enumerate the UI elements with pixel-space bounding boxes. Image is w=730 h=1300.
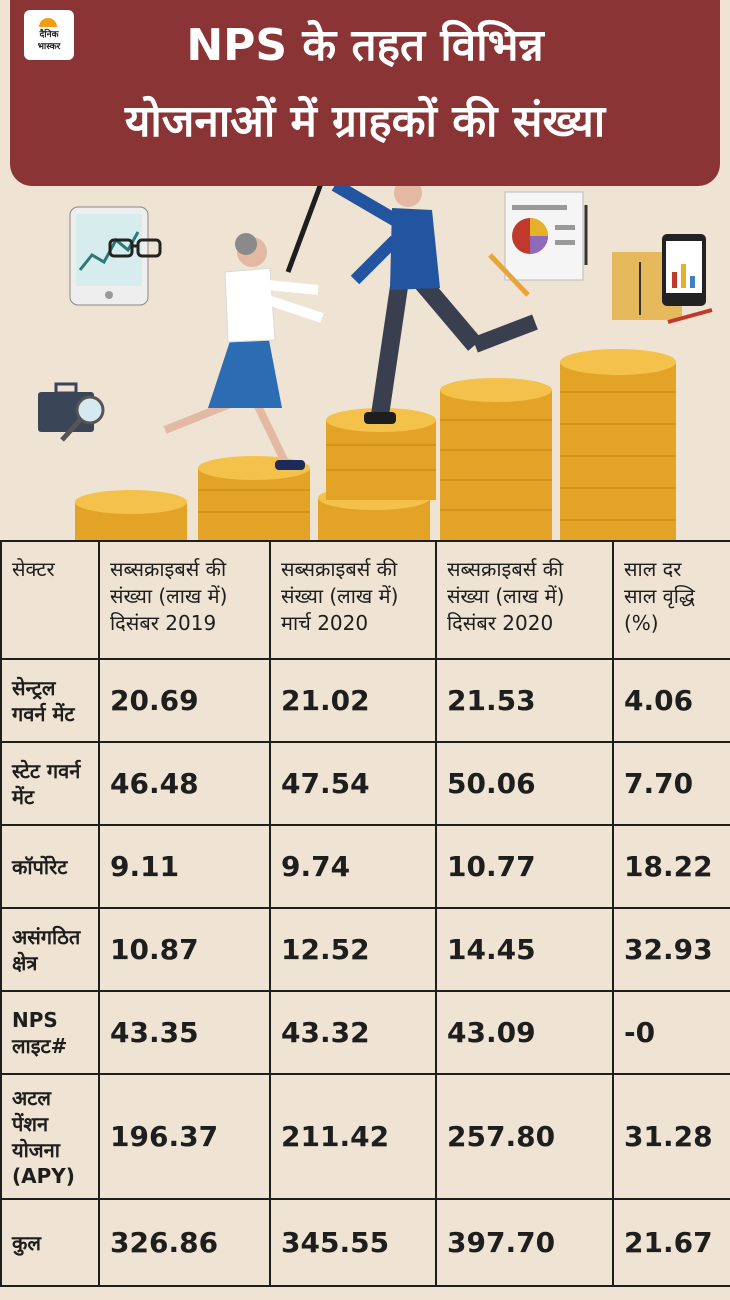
- cell-value: 43.35: [98, 990, 271, 1075]
- cell-value: 43.09: [435, 990, 614, 1075]
- header-dec-2020: सब्सक्राइबर्स की संख्या (लाख में) दिसंबर 2…: [435, 540, 614, 660]
- cell-value: 9.11: [98, 824, 271, 909]
- row-label: NPS लाइट#: [0, 990, 100, 1075]
- cell-value: 12.52: [269, 907, 437, 992]
- coin-stack-5-icon: [560, 349, 676, 540]
- cell-value: 50.06: [435, 741, 614, 826]
- page-title-line2: योजनाओं में ग्राहकों की संख्या: [124, 96, 606, 147]
- table-row: स्टेट गवर्न मेंट 46.48 47.54 50.06 7.70: [0, 741, 730, 826]
- cell-value: 18.22: [612, 824, 730, 909]
- illustration-art: [38, 177, 713, 540]
- cell-value: 46.48: [98, 741, 271, 826]
- cell-value: 211.42: [269, 1073, 437, 1200]
- cell-value: 10.77: [435, 824, 614, 909]
- header-yoy-growth: साल दर साल वृद्धि (%): [612, 540, 730, 660]
- table-row: NPS लाइट# 43.35 43.32 43.09 -0: [0, 990, 730, 1075]
- table-header-row: सेक्टर सब्सक्राइबर्स की संख्या (लाख में) द…: [0, 540, 730, 660]
- folder-phone-icon: [612, 234, 713, 324]
- table-row: असंगठित क्षेत्र 10.87 12.52 14.45 32.93: [0, 907, 730, 992]
- cell-value: 21.67: [612, 1198, 730, 1287]
- cell-value: 7.70: [612, 741, 730, 826]
- header-dec-2019: सब्सक्राइबर्स की संख्या (लाख में) दिसंबर 2…: [98, 540, 271, 660]
- coin-stack-1-icon: [75, 490, 187, 540]
- cell-value: 43.32: [269, 990, 437, 1075]
- cell-value: -0: [612, 990, 730, 1075]
- row-label: कुल: [0, 1198, 100, 1287]
- coin-stack-2-icon: [198, 456, 310, 540]
- cell-value: 9.74: [269, 824, 437, 909]
- cell-value: 14.45: [435, 907, 614, 992]
- cell-value: 345.55: [269, 1198, 437, 1287]
- briefcase-icon: [38, 382, 105, 442]
- table-row: सेन्ट्रल गवर्न मेंट 20.69 21.02 21.53 4.0…: [0, 658, 730, 743]
- logo-text-line2: भास्कर: [37, 42, 61, 52]
- cell-value: 21.02: [269, 658, 437, 743]
- title-banner: दैनिक भास्कर: [10, 0, 720, 186]
- cell-value: 21.53: [435, 658, 614, 743]
- logo-text-line1: दैनिक: [39, 30, 59, 40]
- cell-value: 4.06: [612, 658, 730, 743]
- dainik-bhaskar-logo: दैनिक भास्कर: [24, 10, 74, 60]
- page-title-line1: NPS के तहत विभिन्न: [186, 20, 544, 71]
- man-figure-icon: [285, 177, 538, 424]
- row-label: अटल पेंशन योजना (APY): [0, 1073, 100, 1200]
- row-label: स्टेट गवर्न मेंट: [0, 741, 100, 826]
- glasses-icon: [108, 238, 162, 258]
- cell-value: 31.28: [612, 1073, 730, 1200]
- document-pie-icon: [488, 191, 588, 297]
- cell-value: 10.87: [98, 907, 271, 992]
- tablet-chart-icon: [69, 206, 149, 306]
- cell-value: 32.93: [612, 907, 730, 992]
- cell-value: 196.37: [98, 1073, 271, 1200]
- coin-stack-4-icon: [440, 378, 552, 540]
- row-label: असंगठित क्षेत्र: [0, 907, 100, 992]
- cell-value: 257.80: [435, 1073, 614, 1200]
- header-mar-2020: सब्सक्राइबर्स की संख्या (लाख में) मार्च 20…: [269, 540, 437, 660]
- woman-figure-icon: [163, 233, 324, 470]
- table-row-total: कुल 326.86 345.55 397.70 21.67: [0, 1198, 730, 1287]
- cell-value: 397.70: [435, 1198, 614, 1287]
- table-row: कॉर्पोरेट 9.11 9.74 10.77 18.22: [0, 824, 730, 909]
- row-label: कॉर्पोरेट: [0, 824, 100, 909]
- table-row: अटल पेंशन योजना (APY) 196.37 211.42 257.80 …: [0, 1073, 730, 1200]
- subscriber-table: सेक्टर सब्सक्राइबर्स की संख्या (लाख में) द…: [0, 540, 730, 1287]
- header-sector: सेक्टर: [0, 540, 100, 660]
- cell-value: 20.69: [98, 658, 271, 743]
- row-label: सेन्ट्रल गवर्न मेंट: [0, 658, 100, 743]
- sun-icon: [39, 18, 57, 27]
- coin-stack-3-icon: [318, 408, 436, 540]
- cell-value: 47.54: [269, 741, 437, 826]
- cell-value: 326.86: [98, 1198, 271, 1287]
